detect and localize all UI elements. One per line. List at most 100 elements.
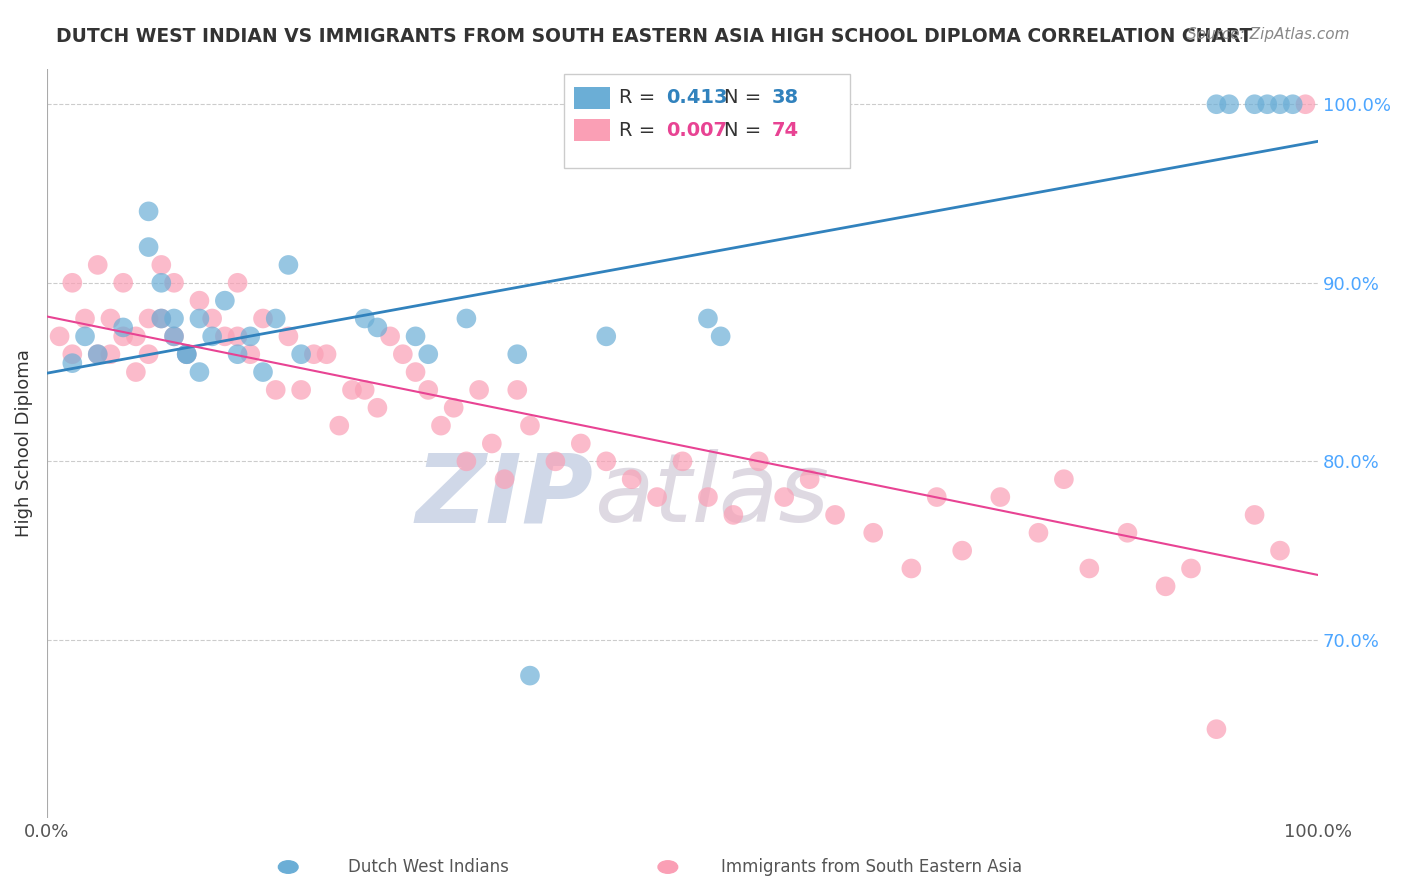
Point (1078, 561, 1101, 575)
Point (60, 356, 83, 370)
Point (176, 347, 198, 361)
Point (100, 311, 122, 326)
Point (239, 329, 262, 343)
Point (1028, 525, 1050, 540)
Point (73, 311, 96, 326)
Point (1218, 97, 1240, 112)
Point (456, 454, 478, 468)
Point (112, 320, 135, 334)
Point (125, 365, 148, 379)
Point (748, 454, 770, 468)
Point (1294, 97, 1316, 112)
FancyBboxPatch shape (575, 119, 610, 141)
Point (824, 508, 846, 522)
Point (353, 311, 375, 326)
Point (569, 436, 592, 450)
Point (494, 472, 516, 486)
Point (138, 311, 160, 326)
Point (150, 258, 173, 272)
Point (60, 276, 83, 290)
Point (430, 418, 453, 433)
Point (87, 347, 110, 361)
Point (150, 311, 173, 326)
Text: Source: ZipAtlas.com: Source: ZipAtlas.com (1187, 27, 1350, 42)
Text: DUTCH WEST INDIAN VS IMMIGRANTS FROM SOUTH EASTERN ASIA HIGH SCHOOL DIPLOMA CORR: DUTCH WEST INDIAN VS IMMIGRANTS FROM SOU… (56, 27, 1253, 45)
Point (188, 293, 211, 308)
Point (252, 311, 274, 326)
Point (138, 204, 160, 219)
Point (519, 668, 541, 682)
Point (1243, 508, 1265, 522)
Point (950, 543, 973, 558)
Point (138, 347, 160, 361)
Point (264, 383, 287, 397)
Point (405, 365, 427, 379)
Point (595, 329, 617, 343)
Point (277, 258, 299, 272)
Point (697, 490, 720, 504)
Point (1154, 579, 1177, 593)
Point (1281, 97, 1303, 112)
Text: 0.413: 0.413 (666, 88, 727, 107)
Point (100, 347, 122, 361)
Point (799, 472, 821, 486)
Point (1116, 525, 1139, 540)
FancyBboxPatch shape (575, 87, 610, 109)
Point (226, 276, 249, 290)
Point (506, 383, 529, 397)
Text: N =: N = (724, 88, 768, 107)
Point (595, 454, 617, 468)
Point (418, 383, 440, 397)
Point (60, 347, 83, 361)
Text: atlas: atlas (593, 450, 828, 542)
Point (366, 401, 388, 415)
Point (48, 329, 70, 343)
Point (188, 311, 211, 326)
Point (201, 329, 224, 343)
Point (73, 329, 96, 343)
Point (925, 490, 948, 504)
Point (163, 329, 186, 343)
Text: 38: 38 (772, 88, 799, 107)
Text: R =: R = (619, 120, 661, 139)
Point (1256, 97, 1278, 112)
Text: Dutch West Indians: Dutch West Indians (349, 858, 509, 876)
Point (378, 329, 401, 343)
Point (519, 418, 541, 433)
Point (353, 383, 375, 397)
FancyBboxPatch shape (564, 74, 851, 168)
Y-axis label: High School Diploma: High School Diploma (15, 350, 32, 537)
Point (112, 329, 135, 343)
Point (418, 347, 440, 361)
Point (252, 365, 274, 379)
Point (214, 293, 236, 308)
Point (443, 401, 465, 415)
Point (620, 472, 643, 486)
Point (150, 276, 173, 290)
Text: Immigrants from South Eastern Asia: Immigrants from South Eastern Asia (721, 858, 1022, 876)
Point (340, 383, 363, 397)
Point (138, 240, 160, 254)
Point (264, 311, 287, 326)
Point (302, 347, 325, 361)
Point (1053, 472, 1076, 486)
Point (176, 347, 198, 361)
Point (290, 347, 312, 361)
Text: N =: N = (724, 120, 768, 139)
Point (328, 418, 350, 433)
Point (277, 329, 299, 343)
Point (1205, 722, 1227, 736)
Point (188, 365, 211, 379)
Point (1268, 543, 1291, 558)
Point (201, 311, 224, 326)
Point (481, 436, 503, 450)
Point (900, 561, 922, 575)
Text: R =: R = (619, 88, 661, 107)
Point (163, 329, 186, 343)
Point (176, 347, 198, 361)
Point (988, 490, 1011, 504)
Point (239, 347, 262, 361)
Point (405, 329, 427, 343)
Point (456, 311, 478, 326)
Point (315, 347, 337, 361)
